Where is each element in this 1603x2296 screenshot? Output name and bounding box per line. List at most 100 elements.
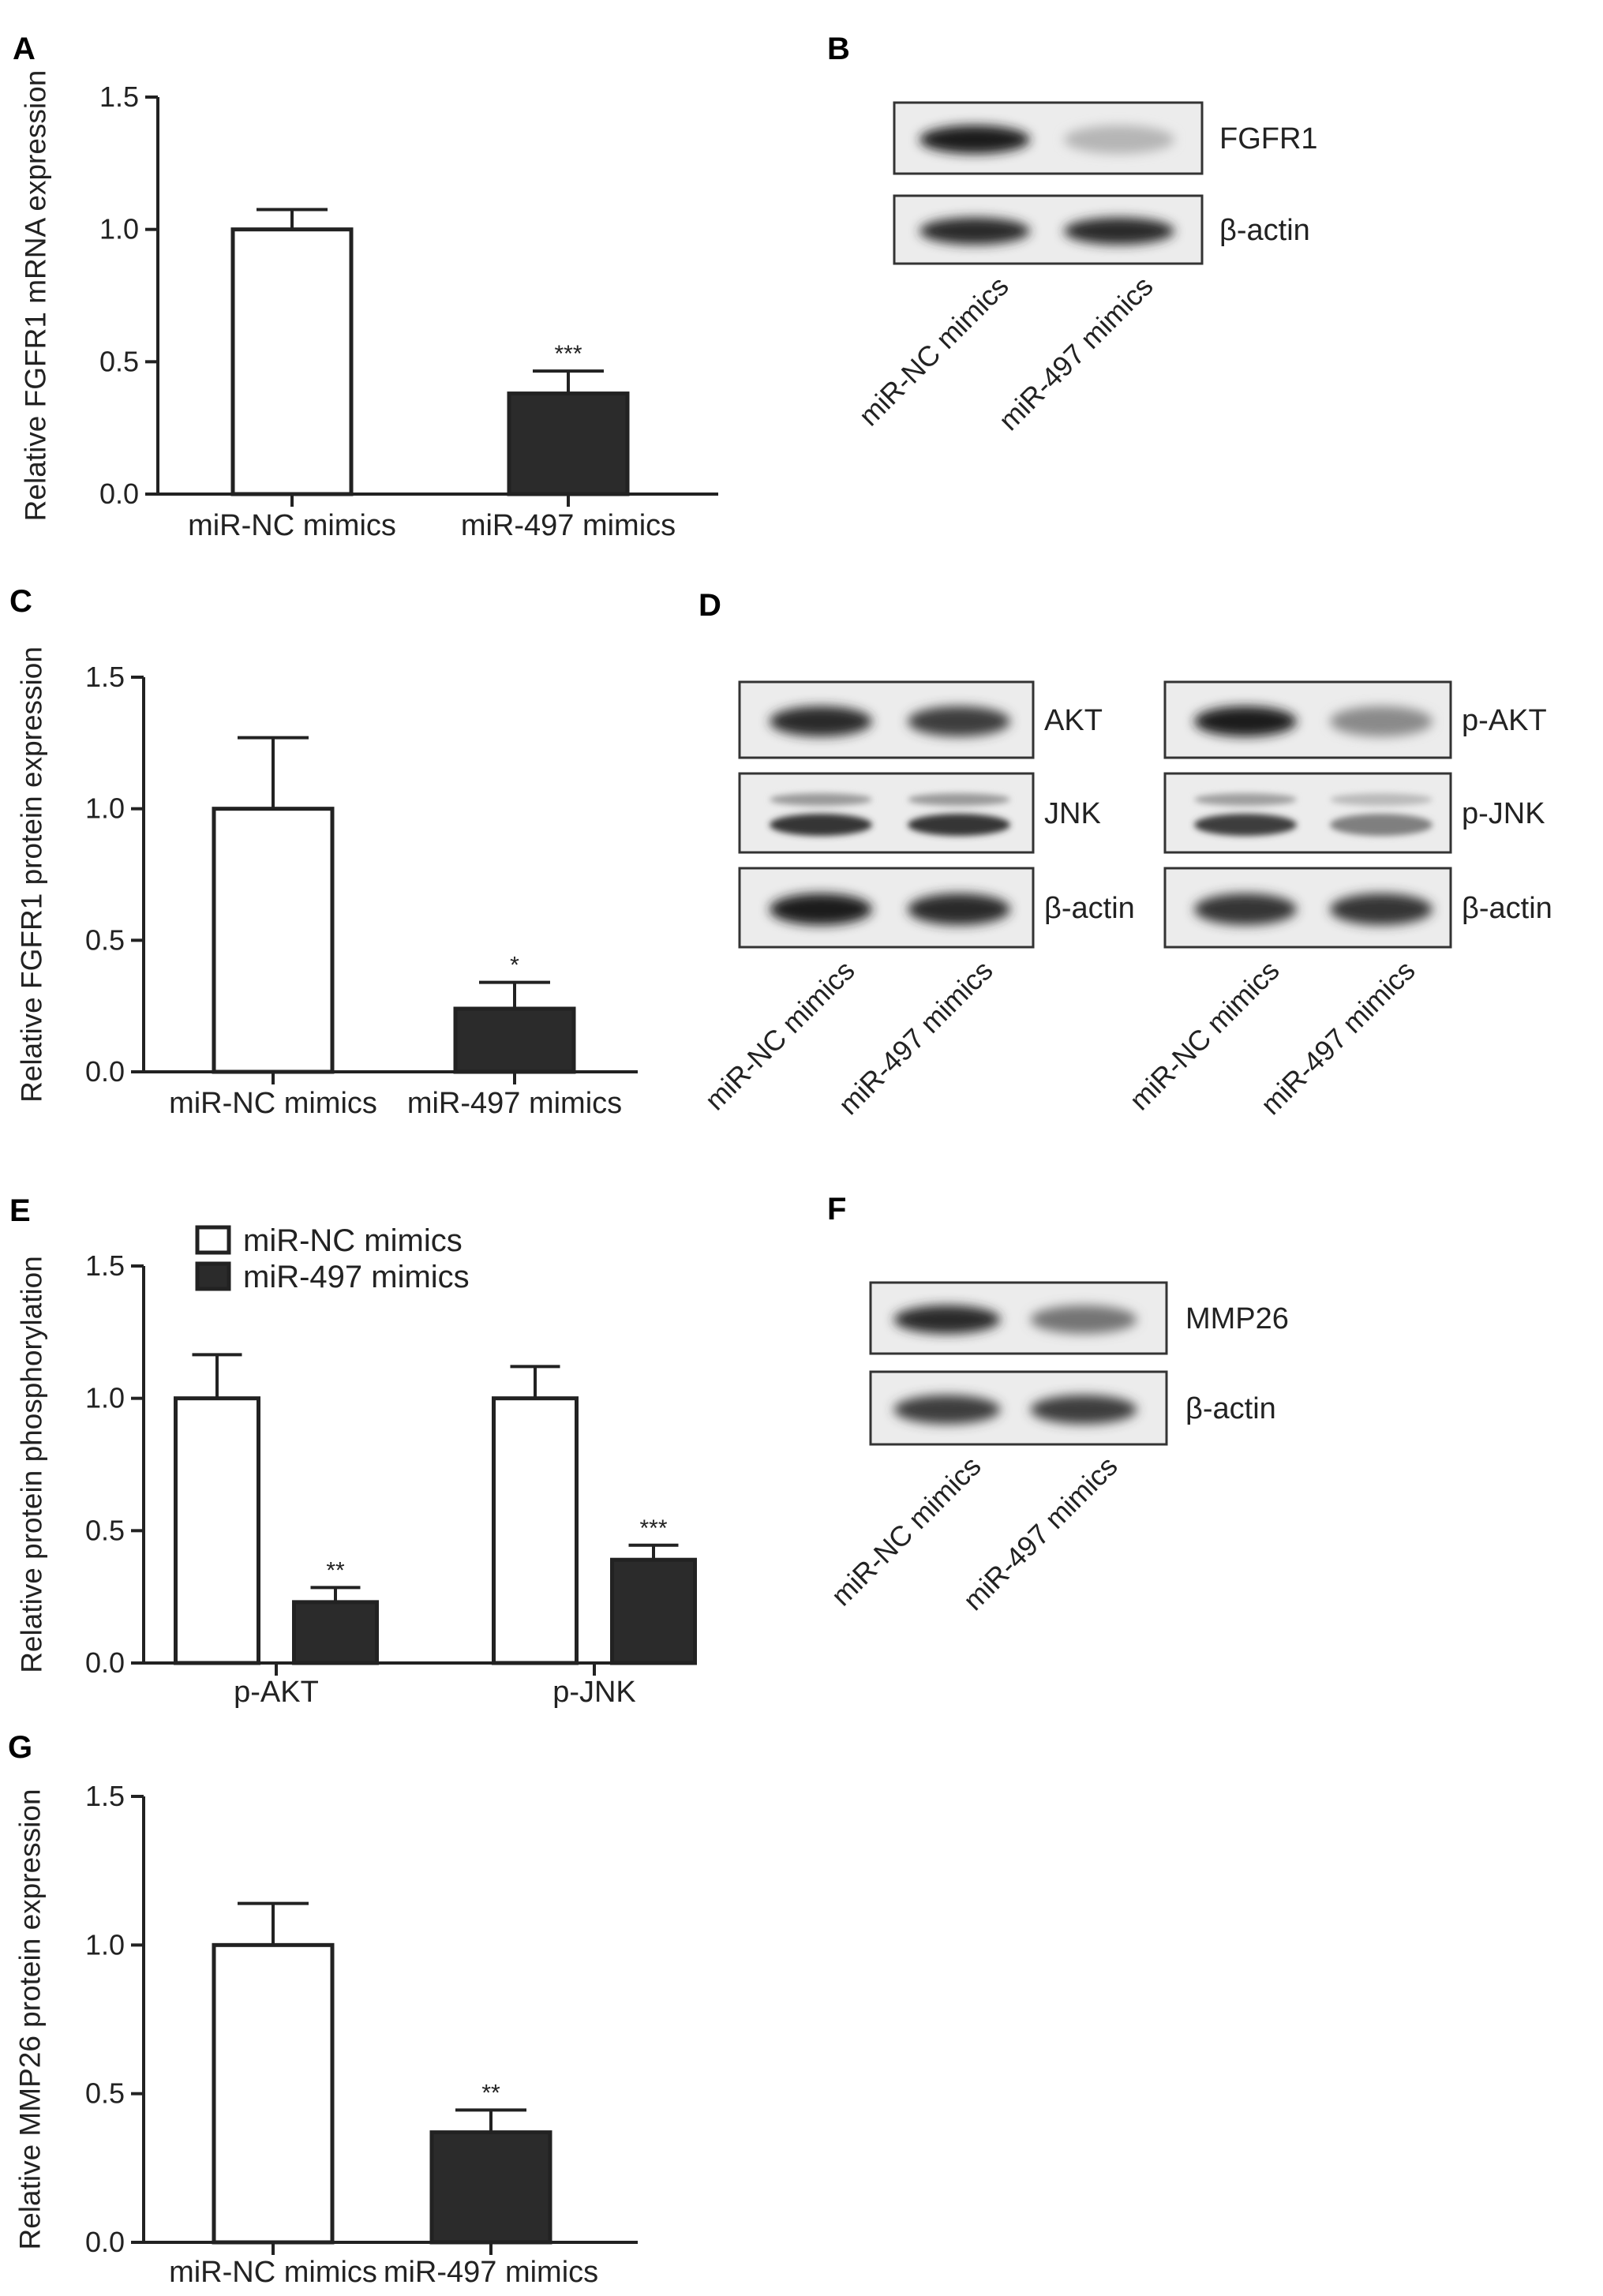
blot-row: β-actin	[869, 1370, 1276, 1446]
blot-row: β-actin	[893, 194, 1310, 265]
lane-label: miR-497 mimics	[992, 270, 1159, 436]
y-tick-label: 0.5	[85, 1514, 125, 1546]
y-axis-title: Relative protein phosphorylation	[16, 1256, 48, 1673]
blot-band	[1330, 706, 1433, 737]
blot-band	[770, 893, 872, 925]
y-tick-label: 0.5	[85, 923, 125, 956]
blot-row-label: β-actin	[1462, 892, 1552, 925]
blot-row-label: β-actin	[1185, 1392, 1276, 1425]
blot-band	[1330, 814, 1433, 836]
x-tick-label: miR-497 mimics	[407, 1087, 622, 1120]
x-tick-label: miR-497 mimics	[384, 2256, 598, 2289]
blot-strip	[738, 772, 1035, 854]
bar	[212, 1942, 335, 2245]
blot-strip	[1163, 772, 1452, 854]
bar	[453, 1006, 576, 1074]
x-tick-label: miR-NC mimics	[169, 1087, 377, 1120]
y-axis-title: Relative FGFR1 protein expression	[16, 646, 48, 1103]
blot-band	[770, 814, 872, 836]
y-tick-label: 1.5	[85, 1780, 125, 1812]
bar	[507, 391, 630, 496]
lane-label: miR-NC mimics	[852, 270, 1015, 433]
blot-band	[1194, 814, 1297, 836]
y-tick-label: 1.5	[85, 1249, 125, 1282]
y-tick-label: 1.5	[85, 661, 125, 693]
y-axis-title: Relative MMP26 protein expression	[14, 1788, 47, 2249]
bar	[230, 227, 354, 496]
legend-swatch	[195, 1261, 231, 1291]
panel-label-a: A	[13, 32, 36, 66]
y-tick-label: 1.0	[85, 792, 125, 825]
bar	[174, 1396, 260, 1665]
y-tick-label: 0.0	[85, 1055, 125, 1088]
blot-band	[1194, 893, 1297, 925]
legend-label: miR-NC mimics	[243, 1223, 463, 1258]
bar-charts-layer: 0.0 0.5 1.0 1.5 Relative FGFR1 mRNA expressi…	[14, 70, 718, 2289]
blot-band	[908, 814, 1010, 836]
x-tick-label: p-JNK	[552, 1676, 636, 1709]
y-tick-label: 1.0	[99, 213, 139, 245]
panel-label-c: C	[9, 584, 32, 619]
blot-band	[893, 1395, 1001, 1425]
blot-row: AKT	[738, 680, 1103, 759]
blot-row-label: β-actin	[1044, 892, 1135, 925]
y-axis-title: Relative FGFR1 mRNA expression	[20, 70, 52, 522]
significance-label: ***	[554, 341, 582, 367]
blot-row: β-actin	[1163, 867, 1552, 949]
y-tick-label: 0.0	[85, 1646, 125, 1679]
y-tick-label: 0.0	[85, 2226, 125, 2258]
significance-label: **	[326, 1557, 345, 1583]
blot-band	[908, 706, 1010, 737]
panel-label-b: B	[827, 32, 850, 66]
blot-row-label: p-JNK	[1462, 797, 1545, 830]
y-tick-label: 0.0	[99, 478, 139, 510]
blot-band	[1064, 125, 1174, 154]
significance-label: **	[481, 2080, 500, 2106]
blot-row: MMP26	[869, 1281, 1289, 1355]
significance-label: ***	[639, 1515, 667, 1541]
blot-row-label: AKT	[1044, 704, 1103, 737]
blot-band	[1030, 1305, 1137, 1334]
blot-band	[1330, 793, 1433, 806]
blot-row: FGFR1	[893, 101, 1318, 175]
chart-c: 0.0 0.5 1.0 1.5 Relative FGFR1 protein expre…	[16, 646, 638, 1120]
blot-band	[1330, 893, 1433, 925]
chart-e: 0.0 0.5 1.0 1.5 Relative protein phosphoryla…	[16, 1223, 697, 1709]
lane-label: miR-NC mimics	[699, 954, 861, 1117]
panel-label-d: D	[699, 588, 721, 623]
blot-row-label: FGFR1	[1219, 122, 1318, 155]
chart-a: 0.0 0.5 1.0 1.5 Relative FGFR1 mRNA expressi…	[20, 70, 718, 542]
y-tick-label: 1.5	[99, 81, 139, 113]
blot-row-label: JNK	[1044, 797, 1101, 830]
x-tick-label: miR-497 mimics	[461, 509, 676, 542]
blot-band	[908, 893, 1010, 925]
blot-row-label: MMP26	[1185, 1302, 1289, 1335]
legend-label: miR-497 mimics	[243, 1260, 470, 1294]
blot-band	[893, 1305, 1001, 1334]
blot-band	[908, 793, 1010, 806]
blot-band	[1030, 1395, 1137, 1425]
x-tick-label: miR-NC mimics	[169, 2256, 377, 2289]
blot-row: p-AKT	[1163, 680, 1547, 759]
blot-band	[770, 706, 872, 737]
bar	[610, 1557, 697, 1665]
bar	[492, 1396, 579, 1665]
blot-row: JNK	[738, 772, 1101, 854]
panel-label-e: E	[9, 1193, 31, 1228]
blot-band	[1064, 217, 1174, 245]
x-tick-label: p-AKT	[234, 1676, 319, 1709]
panel-label-g: G	[8, 1730, 33, 1765]
blot-band	[919, 125, 1030, 154]
legend-swatch	[195, 1225, 231, 1255]
y-tick-label: 0.5	[85, 2077, 125, 2110]
blot-band	[1194, 706, 1297, 737]
bar	[292, 1600, 379, 1665]
significance-label: *	[510, 953, 519, 979]
